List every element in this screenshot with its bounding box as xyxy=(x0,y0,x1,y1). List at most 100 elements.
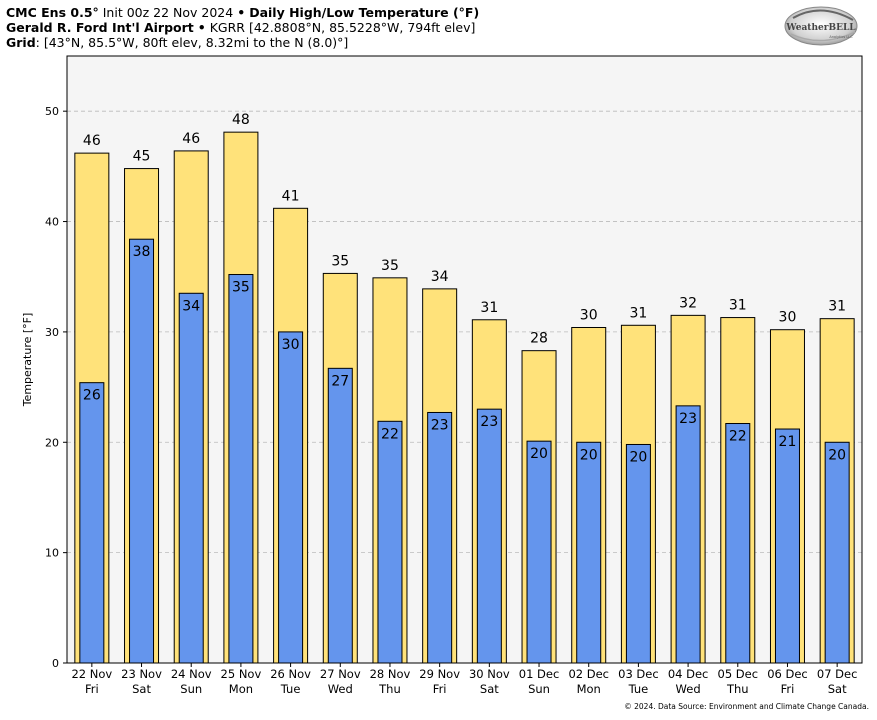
high-temp-label: 46 xyxy=(182,131,200,147)
low-temp-label: 26 xyxy=(83,388,101,404)
chart-title-line-2: Gerald R. Ford Int'l Airport • KGRR [42.… xyxy=(6,20,475,36)
x-tick-day: Thu xyxy=(378,682,401,696)
low-temp-bar xyxy=(377,420,403,664)
low-temp-bar xyxy=(476,408,502,664)
y-tick-label: 20 xyxy=(45,436,59,449)
x-tick-date: 06 Dec xyxy=(767,667,808,681)
low-temp-bar xyxy=(774,428,800,664)
chart-title-line-3: Grid: [43°N, 85.5°W, 80ft elev, 8.32mi t… xyxy=(6,35,348,51)
x-tick-day: Tue xyxy=(280,682,301,696)
x-tick-day: Mon xyxy=(229,682,253,696)
low-temp-label: 35 xyxy=(232,280,250,296)
y-tick-label: 40 xyxy=(45,216,59,229)
logo-subtext: Analytics LLC xyxy=(829,35,853,39)
low-temp-bar xyxy=(625,443,651,664)
x-tick-date: 29 Nov xyxy=(419,667,460,681)
x-tick-day: Sun xyxy=(180,682,202,696)
x-tick-date: 28 Nov xyxy=(370,667,411,681)
title-separator: • xyxy=(237,5,246,20)
low-temp-label: 20 xyxy=(580,447,598,463)
high-temp-label: 32 xyxy=(679,295,697,311)
model-name: CMC Ens 0.5° xyxy=(6,5,99,20)
low-temp-label: 20 xyxy=(530,446,548,462)
x-tick-date: 05 Dec xyxy=(718,667,759,681)
init-time: Init 00z 22 Nov 2024 xyxy=(102,5,234,20)
x-tick-day: Wed xyxy=(328,682,353,696)
low-temp-label: 34 xyxy=(182,298,200,314)
low-temp-bar xyxy=(725,423,751,664)
x-tick-day: Fri xyxy=(781,682,795,696)
chart-title-line-1: CMC Ens 0.5° Init 00z 22 Nov 2024 • Dail… xyxy=(6,5,479,21)
low-temp-label: 30 xyxy=(282,337,300,353)
low-temp-bar xyxy=(278,331,304,664)
station-details: KGRR [42.8808°N, 85.5228°W, 794ft elev] xyxy=(209,20,476,35)
low-temp-label: 21 xyxy=(779,434,797,450)
grid-details: : [43°N, 85.5°W, 80ft elev, 8.32mi to th… xyxy=(35,35,349,50)
high-temp-label: 28 xyxy=(530,331,548,347)
x-tick-day: Wed xyxy=(676,682,701,696)
low-temp-label: 38 xyxy=(133,244,151,260)
high-temp-label: 41 xyxy=(282,188,300,204)
low-temp-label: 22 xyxy=(381,426,399,442)
product-name: Daily High/Low Temperature (°F) xyxy=(249,5,480,20)
x-tick-date: 30 Nov xyxy=(469,667,510,681)
low-temp-bar xyxy=(228,274,254,664)
y-tick-label: 50 xyxy=(45,105,59,118)
x-tick-day: Sat xyxy=(828,682,847,696)
plot-frame xyxy=(66,55,863,664)
x-tick-date: 07 Dec xyxy=(817,667,858,681)
x-tick-date: 01 Dec xyxy=(519,667,560,681)
x-tick-date: 23 Nov xyxy=(121,667,162,681)
high-temp-label: 31 xyxy=(828,299,846,315)
x-tick-day: Sat xyxy=(132,682,151,696)
low-temp-bar xyxy=(824,441,850,664)
high-temp-label: 35 xyxy=(381,258,399,274)
low-temp-bar xyxy=(129,238,155,664)
low-temp-label: 22 xyxy=(729,429,747,445)
low-temp-bar xyxy=(79,382,105,664)
low-temp-label: 27 xyxy=(331,373,349,389)
low-temp-label: 20 xyxy=(629,449,647,465)
low-temp-bar xyxy=(327,367,353,664)
high-temp-label: 30 xyxy=(779,310,797,326)
x-tick-day: Tue xyxy=(628,682,649,696)
data-source-credit: © 2024. Data Source: Environment and Cli… xyxy=(624,702,869,711)
x-tick-day: Fri xyxy=(85,682,99,696)
low-temp-label: 20 xyxy=(828,447,846,463)
high-temp-label: 30 xyxy=(580,307,598,323)
low-temp-bar xyxy=(427,411,453,664)
high-temp-label: 31 xyxy=(729,298,747,314)
y-axis: 0 10 20 30 40 50 xyxy=(45,105,67,670)
y-tick-label: 0 xyxy=(52,657,59,670)
high-temp-label: 31 xyxy=(480,300,498,316)
station-separator: • xyxy=(197,20,206,35)
low-temp-bar xyxy=(576,441,602,664)
y-tick-label: 30 xyxy=(45,326,59,339)
low-temp-label: 23 xyxy=(431,417,449,433)
high-temp-label: 45 xyxy=(133,149,151,165)
x-tick-day: Sat xyxy=(480,682,499,696)
x-tick-day: Thu xyxy=(726,682,749,696)
low-temp-label: 23 xyxy=(480,414,498,430)
x-tick-date: 25 Nov xyxy=(221,667,262,681)
x-tick-day: Mon xyxy=(577,682,601,696)
grid-label: Grid xyxy=(6,35,36,50)
logo-text: WeatherBELL xyxy=(785,23,856,33)
low-temp-bar xyxy=(526,440,552,664)
weatherbell-logo: WeatherBELL Analytics LLC xyxy=(784,6,858,46)
x-tick-day: Fri xyxy=(433,682,447,696)
x-tick-date: 03 Dec xyxy=(618,667,659,681)
y-tick-label: 10 xyxy=(45,547,59,560)
low-temp-bar xyxy=(675,405,701,664)
high-temp-label: 31 xyxy=(629,305,647,321)
x-tick-date: 02 Dec xyxy=(568,667,609,681)
y-axis-label: Temperature [°F] xyxy=(21,313,34,408)
high-temp-label: 48 xyxy=(232,112,250,128)
high-temp-label: 35 xyxy=(331,253,349,269)
low-temp-label: 23 xyxy=(679,411,697,427)
x-tick-date: 22 Nov xyxy=(71,667,112,681)
high-temp-label: 46 xyxy=(83,133,101,149)
x-tick-date: 04 Dec xyxy=(668,667,709,681)
